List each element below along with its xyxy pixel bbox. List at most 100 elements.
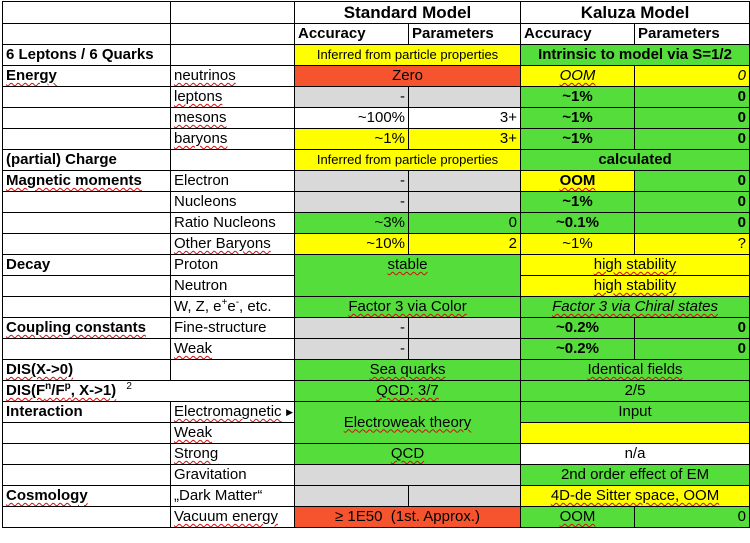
row-sublabel: Weak (170, 338, 295, 360)
row-sublabel: W, Z, e+e-, etc. (170, 296, 295, 318)
cell-km: 4D-de Sitter space, OOM (520, 485, 750, 507)
cell-sm-par (407, 338, 522, 360)
cell-sm-par: 2 (407, 233, 522, 255)
corner-cell (170, 1, 295, 24)
row-label: Interaction (2, 401, 171, 423)
cell-sm-acc: ~10% (294, 233, 409, 255)
cell-km-par: 0 (634, 170, 750, 192)
corner-cell (170, 23, 295, 45)
footnote-marker: 2 (126, 381, 132, 392)
cell-sm-acc: - (294, 170, 409, 192)
row-sublabel: baryons (170, 128, 295, 150)
standard-model-header: Standard Model (293, 1, 522, 24)
cell-sm: stable (293, 254, 522, 297)
row-sublabel: Strong (170, 443, 295, 465)
row-label: DIS(Fn/Fp, X->1) 2 (2, 380, 295, 402)
cell-km: 2/5 (520, 380, 750, 402)
row-sublabel: Electromagnetic ▶ (170, 401, 295, 423)
cell-km-acc: ~1% (520, 86, 636, 108)
cell-sm: Inferred from particle properties (293, 44, 522, 66)
cell-km: Factor 3 via Chiral states (520, 296, 750, 318)
empty-cell (170, 44, 295, 66)
row-label: Magnetic moments (2, 170, 171, 192)
cell-km-par: 0 (634, 86, 750, 108)
row-sublabel: mesons (170, 107, 295, 129)
cell-km-par: 0 (634, 128, 750, 150)
cell-km-par: 0 (634, 317, 750, 339)
cell-km-acc: ~0.2% (520, 338, 636, 360)
empty-cell (170, 359, 295, 381)
cell-sm-par: 3+ (407, 107, 522, 129)
cell-km: high stability (520, 275, 750, 297)
cell-sm-acc: ~1% (294, 128, 409, 150)
row-sublabel: Ratio Nucleons (170, 212, 295, 234)
cell-sm-acc: ~3% (294, 212, 409, 234)
row-label: Decay (2, 254, 171, 276)
cell-km-par: 0 (634, 338, 750, 360)
cell-km: Intrinsic to model via S=1/2 (520, 44, 750, 66)
cell-km (520, 422, 750, 444)
cell-km-acc: ~1% (520, 233, 636, 255)
empty-cell (2, 443, 171, 465)
cell-km-acc: OOM (520, 65, 636, 87)
empty-cell (2, 233, 171, 255)
cell-km: calculated (520, 149, 750, 171)
row-sublabel: Electron (170, 170, 295, 192)
row-sublabel: Fine-structure (170, 317, 295, 339)
cell-sm-par: 0 (407, 212, 522, 234)
cell-sm: QCD: 3/7 (293, 380, 522, 402)
cell-km-par: ? (634, 233, 750, 255)
row-sublabel: Neutron (170, 275, 295, 297)
cell-sm-par: 3+ (407, 128, 522, 150)
row-label: 6 Leptons / 6 Quarks (2, 44, 171, 66)
comparison-table: Standard Model Kaluza Model Accuracy Par… (2, 1, 750, 528)
cell-sm-par (407, 317, 522, 339)
row-sublabel: Vacuum energy (170, 506, 295, 528)
empty-cell (2, 128, 171, 150)
row-sublabel: Weak (170, 422, 295, 444)
cell-sm-acc: - (294, 338, 409, 360)
cell-sm-acc: - (294, 317, 409, 339)
empty-cell (2, 107, 171, 129)
empty-cell (2, 191, 171, 213)
empty-cell (2, 275, 171, 297)
km-parameters-header: Parameters (634, 23, 750, 45)
overflow-arrow-icon: ▶ (286, 407, 293, 417)
cell-km-par: 0 (634, 212, 750, 234)
cell-km: n/a (520, 443, 750, 465)
row-sublabel: Other Baryons (170, 233, 295, 255)
cell-sm (293, 464, 522, 486)
row-label: Cosmology (2, 485, 171, 507)
empty-cell (2, 506, 171, 528)
cell-sm-par (407, 86, 522, 108)
corner-cell (2, 23, 171, 45)
row-sublabel: „Dark Matter“ (170, 485, 295, 507)
cell-sm-acc: - (294, 191, 409, 213)
empty-cell (2, 212, 171, 234)
cell-sm-par (407, 170, 522, 192)
cell-km-par: 0 (634, 191, 750, 213)
cell-km-acc: OOM (520, 170, 636, 192)
km-accuracy-header: Accuracy (520, 23, 636, 45)
cell-km-acc: ~1% (520, 191, 636, 213)
kaluza-model-header: Kaluza Model (520, 1, 750, 24)
empty-cell (2, 338, 171, 360)
row-label: Energy (2, 65, 171, 87)
row-label: DIS(X->0) (2, 359, 171, 381)
cell-km: high stability (520, 254, 750, 276)
cell-km-acc: ~1% (520, 107, 636, 129)
cell-km-par: 0 (634, 506, 750, 528)
corner-cell (2, 1, 171, 24)
empty-cell (2, 296, 171, 318)
cell-sm: QCD (293, 443, 522, 465)
cell-sm-acc (294, 485, 409, 507)
empty-cell (2, 464, 171, 486)
row-sublabel: Proton (170, 254, 295, 276)
row-sublabel: Nucleons (170, 191, 295, 213)
cell-km-acc: ~0.1% (520, 212, 636, 234)
row-label: (partial) Charge (2, 149, 171, 171)
cell-km: Input (520, 401, 750, 423)
cell-km: Identical fields (520, 359, 750, 381)
sm-parameters-header: Parameters (407, 23, 522, 45)
empty-cell (2, 422, 171, 444)
